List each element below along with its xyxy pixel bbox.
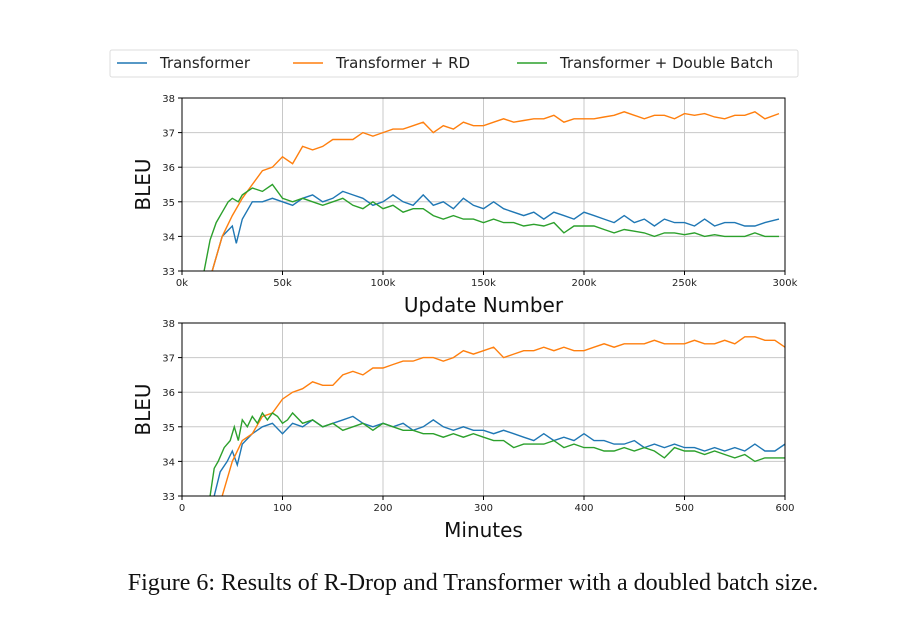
plot-frame bbox=[181, 322, 786, 497]
y-tick-label: 35 bbox=[162, 423, 175, 434]
series-line-transformer-double-batch bbox=[203, 183, 779, 271]
x-tick-label: 500 bbox=[675, 503, 694, 514]
x-axis-label: Update Number bbox=[404, 293, 564, 317]
y-axis-label: BLEU bbox=[131, 158, 155, 210]
y-tick-label: 33 bbox=[162, 492, 175, 503]
x-tick-label: 300k bbox=[773, 278, 798, 289]
series-line-transformer bbox=[211, 190, 780, 271]
x-tick-label: 0k bbox=[176, 278, 188, 289]
y-tick-label: 37 bbox=[162, 129, 175, 140]
series-line-transformer bbox=[213, 415, 785, 496]
y-tick-label: 38 bbox=[162, 94, 175, 105]
chart-minutes: 0 100 200 300 400 500 600 33 34 35 36 37 38 Minutes BL… bbox=[131, 319, 795, 542]
y-tick-label: 34 bbox=[162, 232, 175, 243]
figure-caption: Figure 6: Results of R-Drop and Transfor… bbox=[127, 570, 819, 596]
x-tick-label: 400 bbox=[574, 503, 593, 514]
y-tick-label: 34 bbox=[162, 457, 175, 468]
x-tick-label: 100k bbox=[371, 278, 396, 289]
series-line-transformer-rd bbox=[221, 336, 785, 496]
x-tick-label: 100 bbox=[273, 503, 292, 514]
legend-label: Transformer bbox=[159, 54, 251, 72]
y-tick-label: 35 bbox=[162, 198, 175, 209]
x-axis-label: Minutes bbox=[444, 518, 523, 542]
y-axis-label: BLEU bbox=[131, 383, 155, 435]
x-tick-label: 300 bbox=[474, 503, 493, 514]
x-tick-label: 50k bbox=[273, 278, 292, 289]
plot-frame bbox=[181, 97, 786, 272]
series-line-transformer-rd bbox=[211, 111, 780, 271]
x-tick-label: 200 bbox=[373, 503, 392, 514]
legend: Transformer Transformer + RD Transformer… bbox=[109, 49, 799, 78]
legend-label: Transformer + Double Batch bbox=[559, 54, 773, 72]
series-line-transformer-double-batch bbox=[209, 411, 785, 496]
chart-update-number: 0k 50k 100k 150k 200k 250k 300k 33 34 35 36 37 38 Upd… bbox=[131, 94, 798, 317]
legend-entry-transformer: Transformer bbox=[117, 54, 251, 72]
legend-entry-rd: Transformer + RD bbox=[293, 54, 470, 72]
x-tick-label: 150k bbox=[471, 278, 496, 289]
legend-entry-double-batch: Transformer + Double Batch bbox=[517, 54, 773, 72]
x-tick-label: 250k bbox=[672, 278, 697, 289]
x-tick-label: 200k bbox=[572, 278, 597, 289]
x-tick-label: 0 bbox=[179, 503, 185, 514]
legend-label: Transformer + RD bbox=[335, 54, 470, 72]
y-tick-label: 36 bbox=[162, 388, 175, 399]
y-tick-label: 33 bbox=[162, 267, 175, 278]
x-tick-label: 600 bbox=[775, 503, 794, 514]
y-tick-label: 37 bbox=[162, 354, 175, 365]
y-tick-label: 38 bbox=[162, 319, 175, 330]
y-tick-label: 36 bbox=[162, 163, 175, 174]
